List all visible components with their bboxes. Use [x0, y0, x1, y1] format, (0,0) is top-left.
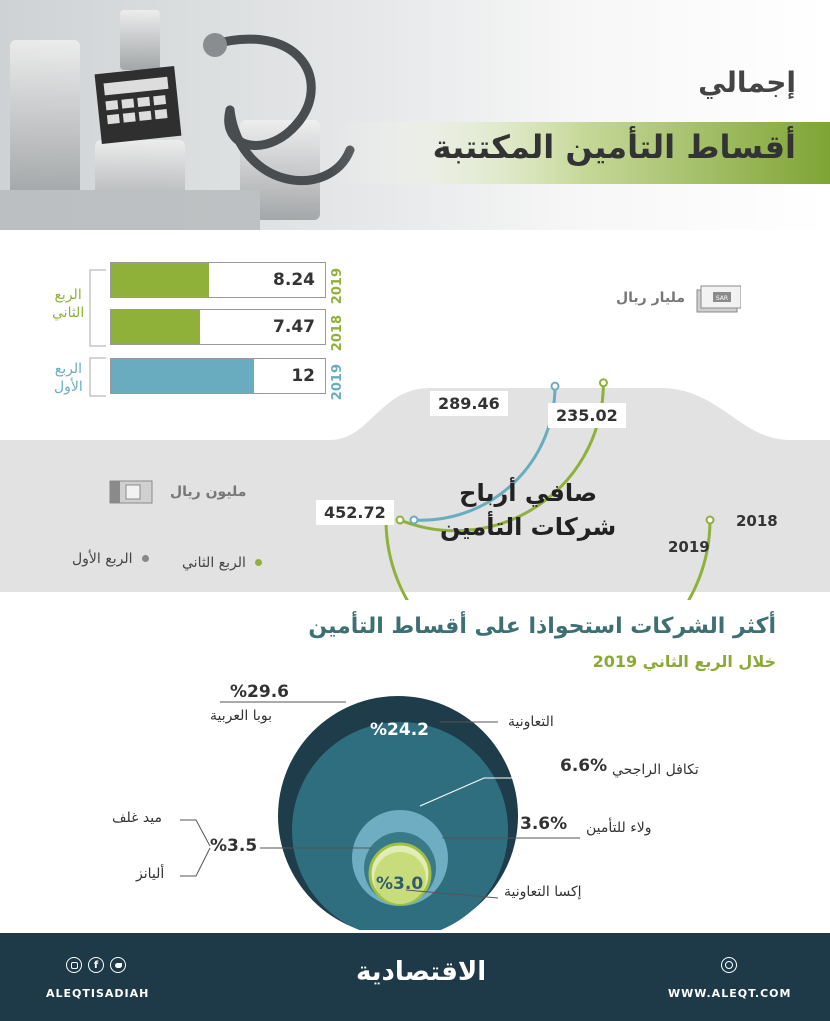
share-label-takaful: 6.6%	[560, 756, 608, 776]
premiums-q2-bracket	[89, 269, 106, 347]
globe-icon[interactable]	[721, 957, 737, 973]
premiums-q1-label-line2: الأول	[54, 379, 83, 395]
header-title: أقساط التأمين المكتتبة	[432, 128, 796, 166]
legend-q1-label: الربع الأول	[72, 551, 133, 567]
twitter-icon[interactable]	[110, 957, 126, 973]
company-name-takaful: تكافل الراجحي	[612, 762, 699, 778]
legend-q2: الربع الثاني	[182, 552, 262, 571]
premiums-q2-label-line2: الثاني	[52, 305, 85, 321]
market-share-title: أكثر الشركات استحواذا على أقساط التأمين	[308, 614, 776, 639]
company-name-bupa: بوبا العربية	[210, 708, 273, 724]
premiums-q2-label-line1: الربع	[54, 287, 82, 303]
leader-line-medgulf	[180, 819, 211, 847]
legend-q2-label: الربع الثاني	[182, 555, 246, 571]
header-photo	[0, 0, 830, 230]
share-label-walaa: 3.6%	[520, 814, 568, 834]
premium-bar-2019-q1: 12	[110, 358, 326, 394]
leader-line-takaful	[419, 777, 602, 807]
year-2019-label: 2019	[668, 538, 710, 556]
premium-bar-fill	[111, 310, 200, 344]
profit-arc-2019-q2	[384, 519, 712, 600]
profit-value-2019-q2: 452.72	[316, 500, 394, 525]
profit-value-2019-q1: 235.02	[548, 403, 626, 428]
banknote-stack-icon	[109, 480, 153, 504]
premium-bar-fill	[111, 263, 209, 297]
company-name-walaa: ولاء للتأمين	[586, 820, 652, 836]
premium-bar-fill	[111, 359, 254, 393]
year-2018-label: 2018	[736, 512, 778, 530]
company-name-axa: إكسا التعاونية	[504, 884, 582, 900]
profits-title: صافي أرباح شركات التأمين	[440, 476, 616, 544]
premium-bar-2019-q2: 8.24	[110, 262, 326, 298]
profits-background	[0, 388, 830, 592]
premium-bar-value: 8.24	[273, 270, 315, 290]
premiums-unit: مليار ريال	[615, 290, 685, 306]
header-subtitle: إجمالي	[698, 66, 796, 99]
premiums-q1-bracket	[89, 357, 106, 397]
premium-bar-value: 7.47	[273, 317, 315, 337]
footer-handle[interactable]: ALEQTISADIAH	[46, 987, 150, 1000]
company-name-allianz: أليانز	[136, 866, 165, 882]
share-label-axa: %3.0	[376, 874, 424, 894]
profit-arc-2019-q2-start-dot	[705, 515, 715, 525]
facebook-icon[interactable]: f	[88, 957, 104, 973]
profits-title-line1: صافي أرباح	[459, 479, 598, 507]
premium-bar-value: 12	[291, 366, 315, 386]
profit-arc-2018-q2-start-dot	[598, 378, 608, 388]
premiums-q2-label: الربع الثاني	[52, 286, 84, 322]
profits-unit: مليون ريال	[170, 484, 247, 500]
leader-line-axa	[405, 889, 499, 899]
market-share-circles	[180, 696, 602, 930]
footer-logo: الاقتصادية	[356, 957, 487, 987]
share-label-bupa: %29.6	[230, 682, 289, 702]
banknote-icon: SAR	[696, 285, 741, 313]
share-label-tawuniya: %24.2	[370, 720, 429, 740]
instagram-icon[interactable]	[66, 957, 82, 973]
profit-value-2018-q2: 289.46	[430, 391, 508, 416]
legend-q2-dot	[254, 559, 262, 566]
footer-website[interactable]: WWW.ALEQT.COM	[668, 987, 792, 1000]
svg-text:SAR: SAR	[716, 295, 728, 302]
legend-q1: الربع الأول	[72, 548, 149, 567]
profit-arc-2019-q1-start-dot	[550, 381, 560, 391]
premiums-q1-label-line1: الربع	[54, 361, 83, 377]
market-share-subtitle: خلال الربع الثاني 2019	[592, 652, 776, 671]
profits-title-line2: شركات التأمين	[440, 513, 617, 541]
profit-arc-2019-q1-end-dot	[409, 515, 419, 525]
profit-arc-2018-q2-end-dot	[395, 515, 405, 525]
legend-q1-dot	[141, 555, 149, 562]
premium-bar-2018-q2: 7.47	[110, 309, 326, 345]
premiums-q1-label: الربع الأول	[54, 360, 83, 396]
footer: f ALEQTISADIAH الاقتصادية WWW.ALEQT.COM	[0, 933, 830, 1021]
social-icons: f	[66, 957, 126, 973]
share-label-medgulf-allianz: %3.5	[210, 836, 258, 856]
company-name-medgulf: ميد غلف	[112, 810, 162, 826]
company-name-tawuniya: التعاونية	[508, 714, 554, 730]
leader-line-allianz	[180, 847, 211, 877]
